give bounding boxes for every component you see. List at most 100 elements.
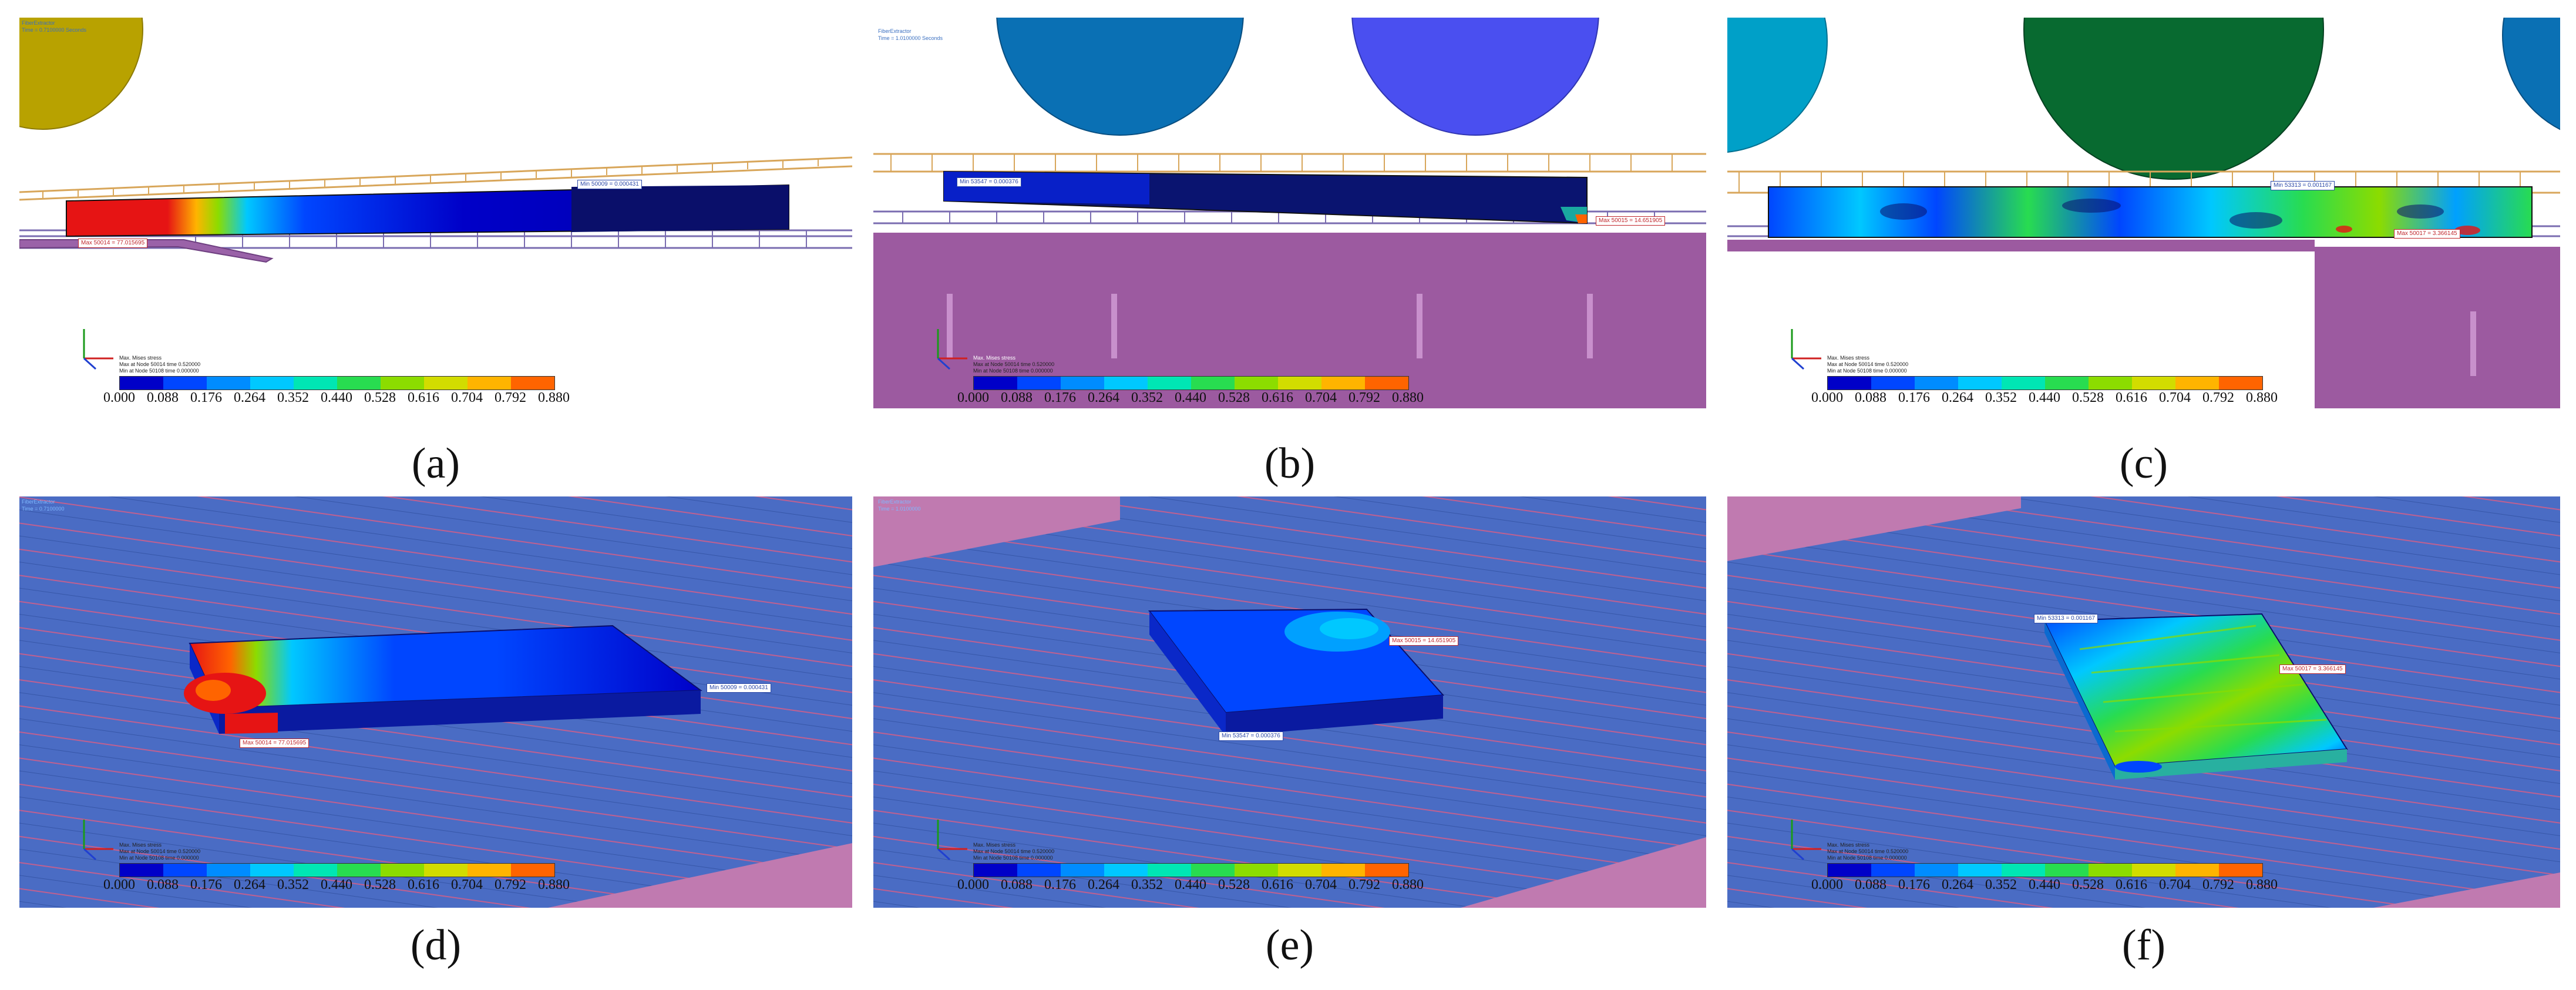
colorbar-tick-label: 0.440: [1175, 877, 1206, 892]
upper-fiber-mesh: [873, 153, 1706, 173]
max-tag: Max 50015 = 14.651905: [1389, 636, 1459, 646]
min-tag: Min 53547 = 0.000376: [1219, 731, 1283, 741]
legend-line-2: Max at Node 50014 time 0.520000: [1827, 361, 1909, 367]
caption-e: (e): [1265, 921, 1314, 969]
colorbar-tick-label: 0.264: [234, 390, 265, 405]
panel-e: FiberExtractor Time = 1.0100000 Max 5001…: [873, 496, 1706, 908]
colorbar-segment: [1148, 377, 1191, 390]
colorbar-tick-label: 0.704: [1305, 390, 1337, 405]
roller-left: [996, 18, 1244, 136]
colorbar-tick-label: 0.264: [1088, 390, 1119, 405]
legend-line-1: Max. Mises stress: [119, 842, 162, 848]
time-label: Time = 0.7100000 Seconds: [22, 27, 86, 33]
colorbar-ticks: 0.000 0.088 0.176 0.264 0.352 0.440 0.528 0.616…: [1811, 877, 2278, 895]
colorbar-segment: [1278, 377, 1321, 390]
axis-triad: [83, 329, 113, 370]
colorbar-segment: [1321, 377, 1365, 390]
colorbar-segment: [468, 377, 511, 390]
legend-line-3: Min at Node 50108 time 0.000000: [973, 855, 1053, 861]
time-label: Time = 0.7100000: [22, 506, 65, 512]
substrate-strip: [1461, 837, 1706, 908]
panel-f-scene: [1727, 496, 2560, 908]
colorbar-tick-label: 0.528: [364, 390, 396, 405]
colorbar-segment: [2219, 864, 2262, 877]
colorbar-segment: [974, 377, 1017, 390]
colorbar-segment: [1915, 864, 1958, 877]
colorbar-segment: [381, 377, 424, 390]
caption-f: (f): [2122, 921, 2165, 969]
colorbar-segment: [2045, 377, 2089, 390]
colorbar-tick-label: 0.352: [277, 877, 309, 892]
panel-b: FiberExtractor Time = 1.0100000 Seconds …: [873, 18, 1706, 408]
roller-center: [2023, 18, 2324, 180]
colorbar-segment: [1061, 864, 1104, 877]
colorbar-tick-label: 0.176: [1898, 877, 1930, 892]
panel-e-scene: [873, 496, 1706, 908]
substrate-corner: [873, 496, 1120, 567]
colorbar-tick-label: 0.176: [1044, 877, 1076, 892]
colorbar-segment: [1235, 864, 1278, 877]
colorbar-segment: [1365, 864, 1408, 877]
colorbar-ticks: 0.000 0.088 0.176 0.264 0.352 0.440 0.528 0.616…: [957, 877, 1424, 895]
axis-triad: [1791, 820, 1821, 861]
max-tag: Max 50014 = 77.015695: [240, 739, 310, 748]
panel-c: Min 53313 = 0.001167 Max 50017 = 3.36614…: [1727, 18, 2560, 408]
colorbar-tick-label: 0.088: [1855, 390, 1886, 405]
colorbar-tick-label: 0.088: [1001, 390, 1033, 405]
colorbar-tick-label: 0.264: [234, 877, 265, 892]
colorbar-tick-label: 0.616: [408, 877, 439, 892]
colorbar-tick-label: 0.176: [1044, 390, 1076, 405]
colorbar-segment: [511, 864, 554, 877]
colorbar-segment: [337, 864, 381, 877]
colorbar-tick-label: 0.176: [190, 877, 222, 892]
colorbar-tick-label: 0.792: [495, 877, 526, 892]
colorbar-segment: [1321, 864, 1365, 877]
colorbar: [973, 376, 1409, 390]
colorbar-segment: [1104, 864, 1148, 877]
colorbar-tick-label: 0.792: [1348, 877, 1380, 892]
colorbar-tick-label: 0.264: [1942, 877, 1973, 892]
panel-c-scene: [1727, 18, 2560, 408]
specimen-front: [219, 690, 701, 734]
caption-b: (b): [1264, 439, 1316, 488]
caption-a: (a): [411, 439, 460, 488]
colorbar: [119, 863, 555, 877]
colorbar-tick-label: 0.000: [957, 390, 989, 405]
legend-line-3: Min at Node 50108 time 0.000000: [119, 368, 199, 374]
legend-line-1: Max. Mises stress: [1827, 842, 1870, 848]
colorbar: [1827, 376, 2263, 390]
colorbar-tick-label: 0.616: [2116, 877, 2147, 892]
colorbar-segment: [1017, 864, 1061, 877]
colorbar-segment: [1191, 377, 1235, 390]
colorbar-segment: [468, 864, 511, 877]
colorbar-segment: [2002, 864, 2045, 877]
colorbar-tick-label: 0.264: [1088, 877, 1119, 892]
colorbar-segment: [1061, 377, 1104, 390]
colorbar-tick-label: 0.440: [321, 390, 352, 405]
colorbar-segment: [294, 377, 337, 390]
colorbar-tick-label: 0.792: [1348, 390, 1380, 405]
colorbar-tick-label: 0.616: [408, 390, 439, 405]
colorbar-segment: [1958, 864, 2002, 877]
time-label: Time = 1.0100000: [878, 506, 921, 512]
colorbar-segment: [2132, 864, 2175, 877]
colorbar-segment: [2175, 864, 2219, 877]
title-label: FiberExtractor: [22, 20, 55, 26]
colorbar-tick-label: 0.880: [1392, 877, 1424, 892]
legend-line-1: Max. Mises stress: [973, 842, 1016, 848]
caption-d: (d): [410, 921, 462, 969]
legend-line-3: Min at Node 50108 time 0.000000: [119, 855, 199, 861]
colorbar-segment: [294, 864, 337, 877]
colorbar-segment: [163, 377, 207, 390]
colorbar-tick-label: 0.352: [277, 390, 309, 405]
colorbar-tick-label: 0.704: [2159, 877, 2191, 892]
colorbar-segment: [250, 377, 294, 390]
axis-triad: [1791, 329, 1821, 370]
colorbar: [119, 376, 555, 390]
colorbar-segment: [163, 864, 207, 877]
colorbar-segment: [120, 864, 163, 877]
legend-line-1: Max. Mises stress: [973, 355, 1016, 361]
specimen-front: [2115, 749, 2347, 780]
panel-d: FiberExtractor Time = 0.7100000 Min 5000…: [19, 496, 852, 908]
roller-right: [2502, 18, 2560, 130]
